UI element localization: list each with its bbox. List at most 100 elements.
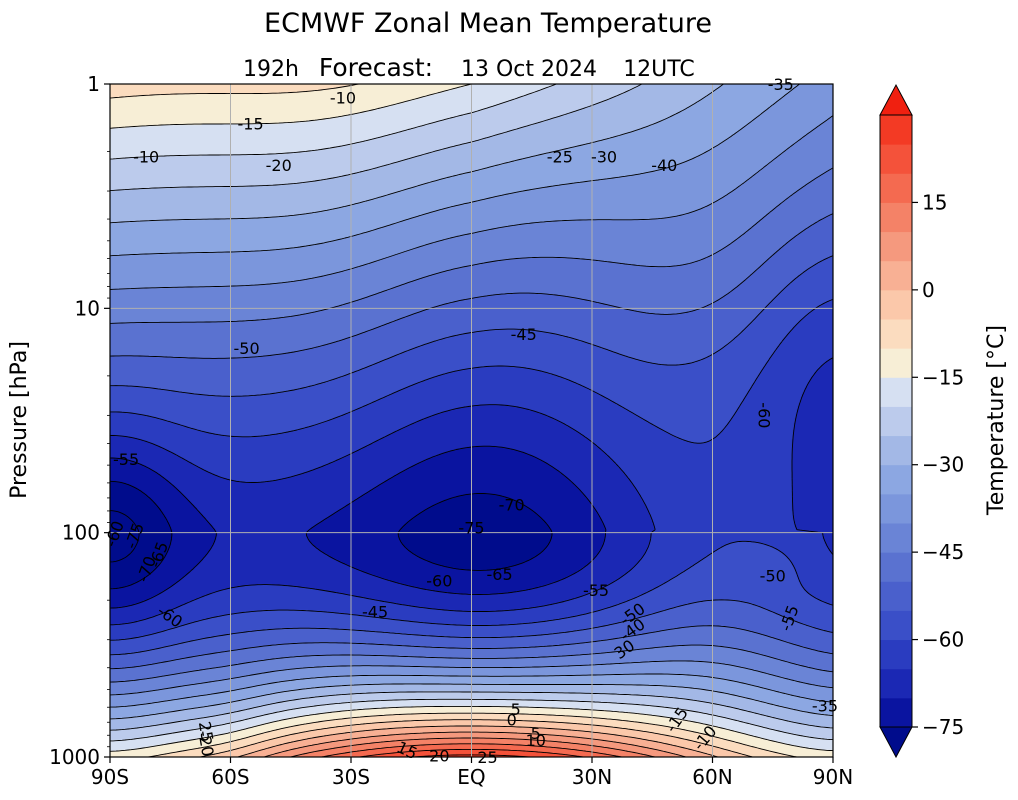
contour-line [110, 213, 833, 670]
contour-lines [110, 84, 833, 757]
contour-line [110, 84, 833, 742]
x-axis: 90S 60S 30S EQ 30N 60N 90N [91, 757, 853, 789]
contour-line [110, 357, 833, 626]
chart-subtitle-date: 13 Oct 2024 [461, 57, 597, 82]
colorbar-band [880, 115, 912, 145]
colorbar-band [880, 319, 912, 349]
colorbar-band [880, 289, 912, 320]
contour-label: -60 [426, 571, 452, 590]
colorbar-extend-top [879, 83, 913, 116]
colorbar-band [880, 377, 912, 407]
contour-line [110, 255, 833, 656]
colorbar-tick-label: 0 [922, 278, 935, 302]
colorbar-tick-label: −45 [922, 540, 964, 564]
contour-label: -35 [812, 697, 838, 716]
x-tick-label: EQ [457, 765, 485, 789]
colorbar-label: Temperature [°C] [984, 325, 1009, 516]
contour-label: -55 [583, 581, 609, 600]
contour-label: 10 [526, 731, 546, 750]
contour-line [110, 445, 607, 609]
colorbar-band [880, 581, 912, 611]
contour-label: 0 [507, 710, 517, 729]
contour-label: -45 [362, 603, 388, 622]
colorbar-tick-label: −30 [922, 453, 964, 477]
colorbar-band [880, 348, 912, 378]
contour-label: -50 [760, 566, 786, 585]
chart-title: ECMWF Zonal Mean Temperature [264, 8, 712, 39]
colorbar-band [880, 406, 912, 437]
colorbar-extend-bottom [879, 726, 913, 759]
colorbar-band [880, 639, 912, 670]
contour-label: -40 [651, 156, 677, 175]
contour-label: -50 [233, 339, 259, 358]
contour-line [110, 167, 833, 683]
contour-line [110, 84, 833, 731]
colorbar-band [880, 231, 912, 262]
chart-subtitle-label: Forecast: [319, 53, 433, 82]
contour-label: -65 [487, 565, 513, 584]
contour-label: -20 [266, 156, 292, 175]
contour-label: -10 [133, 147, 159, 166]
colorbar-band [880, 523, 912, 553]
colorbar-tick-label: −15 [922, 365, 964, 389]
contour-line [237, 725, 719, 757]
colorbar-band [880, 610, 912, 641]
contour-line [199, 719, 753, 757]
contour-label: 5 [531, 724, 541, 743]
contour-label: 25 [195, 720, 217, 743]
contour-line [110, 84, 833, 720]
contour-label: -45 [511, 325, 537, 344]
contour-line [110, 510, 140, 563]
colorbar-tick-label: 15 [922, 190, 947, 214]
contour-label: -55 [113, 450, 139, 469]
contour-label: -10 [330, 89, 356, 108]
chart-subtitle-lead: 192h [243, 57, 299, 82]
y-tick-label: 100 [62, 521, 100, 545]
contour-line [110, 84, 797, 757]
x-tick-label: 60S [211, 765, 249, 789]
x-tick-label: 30S [332, 765, 370, 789]
contour-label: -30 [591, 147, 617, 166]
colorbar-band [880, 493, 912, 524]
colorbar-band [880, 202, 912, 233]
y-tick-label: 10 [75, 296, 100, 320]
contour-plot-area: -10-15-10 -20 -25 -30-35-40-45-50-60-55-70-… [101, 75, 838, 767]
x-tick-label: 30N [572, 765, 612, 789]
colorbar-tick-label: −60 [922, 628, 964, 652]
contour-line [110, 480, 553, 590]
colorbar-band [880, 464, 912, 495]
contour-label: -70 [499, 496, 525, 515]
colorbar-tick-label: −75 [922, 715, 964, 739]
contour-line [110, 115, 833, 696]
x-tick-label: 60N [692, 765, 732, 789]
colorbar-band [880, 552, 912, 582]
colorbar-band [880, 697, 912, 728]
contour-line [110, 84, 833, 708]
y-axis: 1 10 100 1000 [49, 72, 110, 769]
y-axis-label: Pressure [hPa] [7, 341, 32, 499]
colorbar-band [880, 435, 912, 466]
contour-label: -75 [458, 519, 484, 538]
contour-line [110, 84, 833, 752]
chart-subtitle-time: 12UTC [623, 57, 695, 82]
contour-label: -25 [547, 147, 573, 166]
colorbar-frame [879, 114, 913, 728]
x-tick-label: 90N [813, 765, 853, 789]
contour-line [290, 737, 655, 757]
contour-label: -20 [194, 729, 217, 758]
contour-label: -15 [238, 115, 264, 134]
contour-label: 5 [511, 700, 521, 719]
x-tick-label: 90S [91, 765, 129, 789]
contour-line [263, 731, 687, 757]
grid-lines [110, 84, 833, 757]
y-tick-label: 1 [87, 72, 100, 96]
colorbar-band [880, 260, 912, 291]
y-tick-label: 1000 [49, 745, 100, 769]
colorbar: 15 0 −15 −30 −45 −60 −75 [879, 83, 964, 759]
colorbar-band [880, 668, 912, 699]
contour-label: -60 [755, 402, 774, 428]
colorbar-band [880, 144, 912, 174]
contour-label: 20 [429, 747, 449, 766]
colorbar-band [880, 173, 912, 203]
